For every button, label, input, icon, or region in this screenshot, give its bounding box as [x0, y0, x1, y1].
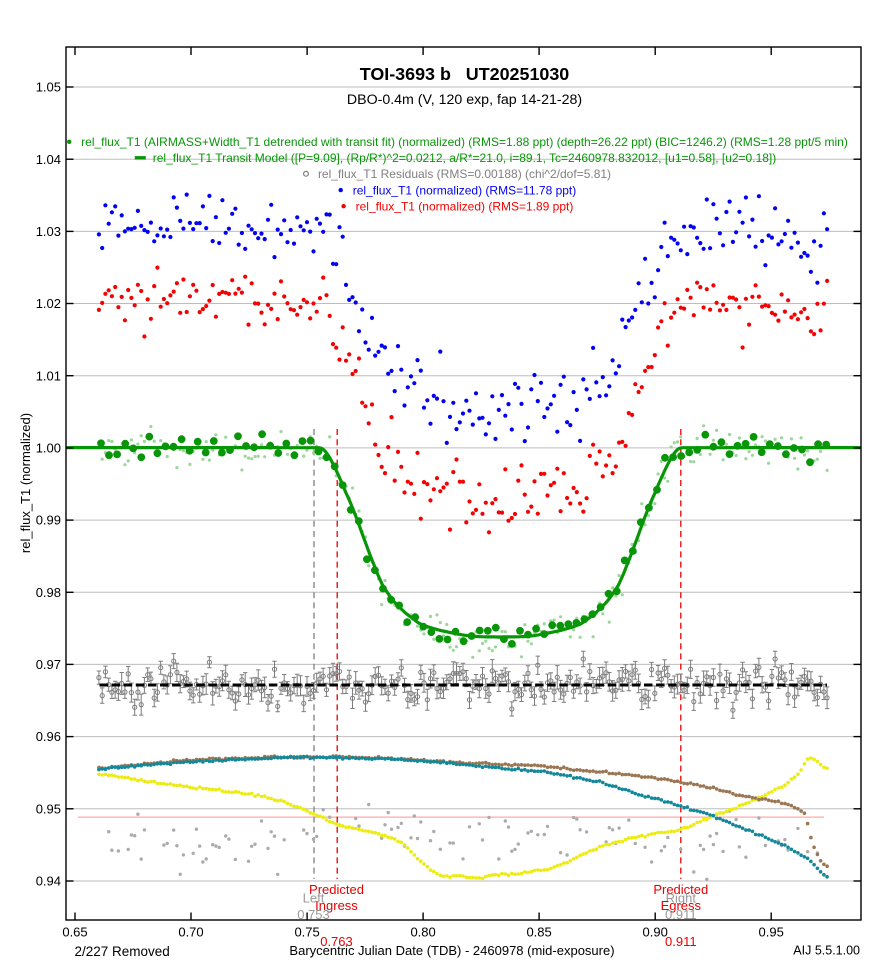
svg-text:0.75: 0.75 — [294, 925, 319, 940]
svg-text:rel_flux_T1 Transit Model ([P=: rel_flux_T1 Transit Model ([P=9.09], (Rp… — [153, 151, 777, 165]
svg-text:1.00: 1.00 — [36, 441, 61, 456]
svg-text:0.97: 0.97 — [36, 657, 61, 672]
svg-text:1.04: 1.04 — [36, 152, 61, 167]
svg-text:0.98: 0.98 — [36, 585, 61, 600]
svg-text:1.03: 1.03 — [36, 224, 61, 239]
svg-text:0.94: 0.94 — [36, 874, 61, 889]
svg-text:0.65: 0.65 — [62, 925, 87, 940]
svg-text:2/227 Removed: 2/227 Removed — [75, 944, 170, 959]
svg-text:0.99: 0.99 — [36, 513, 61, 528]
svg-text:Barycentric Julian Date (TDB): Barycentric Julian Date (TDB) - 2460978 … — [289, 943, 614, 958]
svg-text:TOI-3693 b UT20251030: TOI-3693 b UT20251030 — [360, 64, 570, 84]
svg-text:Ingress: Ingress — [315, 898, 358, 913]
svg-text:0.911: 0.911 — [665, 907, 697, 922]
svg-text:rel_flux_T1 Residuals (RMS=0.0: rel_flux_T1 Residuals (RMS=0.00188) (chi… — [318, 167, 611, 181]
svg-text:Predicted: Predicted — [309, 882, 364, 897]
svg-text:0.80: 0.80 — [410, 925, 435, 940]
svg-text:0.911: 0.911 — [665, 934, 697, 949]
svg-text:0.95: 0.95 — [759, 925, 784, 940]
svg-text:0.763: 0.763 — [320, 934, 353, 949]
svg-text:rel_flux_T1 (normalized): rel_flux_T1 (normalized) — [18, 413, 33, 553]
svg-text:AIJ 5.5.1.00: AIJ 5.5.1.00 — [793, 944, 860, 958]
svg-text:Right: Right — [666, 891, 697, 906]
svg-text:rel_flux_T1 (normalized) (RMS=: rel_flux_T1 (normalized) (RMS=1.89 ppt) — [356, 199, 574, 213]
svg-text:0.96: 0.96 — [36, 729, 61, 744]
svg-text:DBO-0.4m (V, 120 exp, fap 14-2: DBO-0.4m (V, 120 exp, fap 14-21-28) — [347, 92, 582, 108]
svg-text:rel_flux_T1 (AIRMASS+Width_T1: rel_flux_T1 (AIRMASS+Width_T1 detrended … — [81, 135, 848, 149]
svg-text:0.95: 0.95 — [36, 801, 61, 816]
svg-text:Predicted: Predicted — [653, 882, 708, 897]
svg-text:Left: Left — [303, 891, 325, 906]
svg-text:0.90: 0.90 — [643, 925, 668, 940]
svg-text:0.70: 0.70 — [178, 925, 203, 940]
svg-text:rel_flux_T1 (normalized) (RMS=: rel_flux_T1 (normalized) (RMS=11.78 ppt) — [353, 183, 577, 197]
svg-text:0.85: 0.85 — [526, 925, 551, 940]
svg-text:Egress: Egress — [661, 898, 702, 913]
svg-text:1.02: 1.02 — [36, 296, 61, 311]
svg-text:1.05: 1.05 — [36, 80, 61, 95]
svg-text:1.01: 1.01 — [36, 368, 61, 383]
svg-text:0.753: 0.753 — [297, 907, 330, 922]
